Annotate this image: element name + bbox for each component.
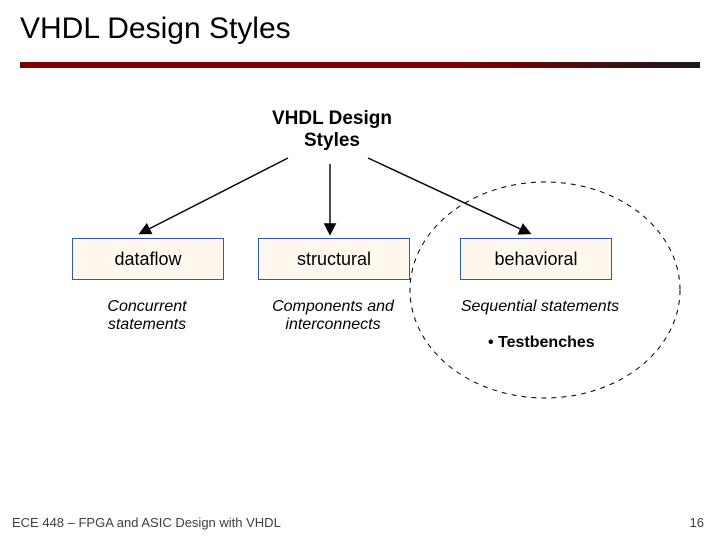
- root-label: VHDL Design Styles: [262, 108, 402, 152]
- box-dataflow-label: dataflow: [114, 249, 181, 270]
- arrow-to-dataflow: [141, 158, 288, 233]
- desc-structural-l2: interconnects: [285, 316, 380, 333]
- box-behavioral-label: behavioral: [494, 249, 577, 270]
- bullet-text: • Testbenches: [488, 334, 595, 351]
- slide-title: VHDL Design Styles: [20, 12, 291, 46]
- desc-dataflow-l2: statements: [108, 316, 186, 333]
- page-number: 16: [690, 515, 704, 530]
- bullet-testbenches: • Testbenches: [488, 334, 595, 352]
- desc-behavioral: Sequential statements: [440, 298, 640, 316]
- desc-structural: Components and interconnects: [248, 298, 418, 334]
- desc-structural-l1: Components and: [272, 298, 394, 315]
- box-structural-label: structural: [297, 249, 371, 270]
- highlight-ellipse: [410, 182, 680, 398]
- root-line2: Styles: [304, 130, 360, 151]
- title-rule: [20, 62, 700, 68]
- footer-text: ECE 448 – FPGA and ASIC Design with VHDL: [12, 515, 281, 530]
- desc-dataflow: Concurrent statements: [72, 298, 222, 334]
- desc-dataflow-l1: Concurrent: [107, 298, 186, 315]
- box-behavioral: behavioral: [460, 238, 612, 280]
- desc-behavioral-l1: Sequential statements: [461, 298, 619, 315]
- root-line1: VHDL Design: [272, 108, 392, 129]
- box-dataflow: dataflow: [72, 238, 224, 280]
- arrow-to-behavioral: [368, 158, 529, 233]
- box-structural: structural: [258, 238, 410, 280]
